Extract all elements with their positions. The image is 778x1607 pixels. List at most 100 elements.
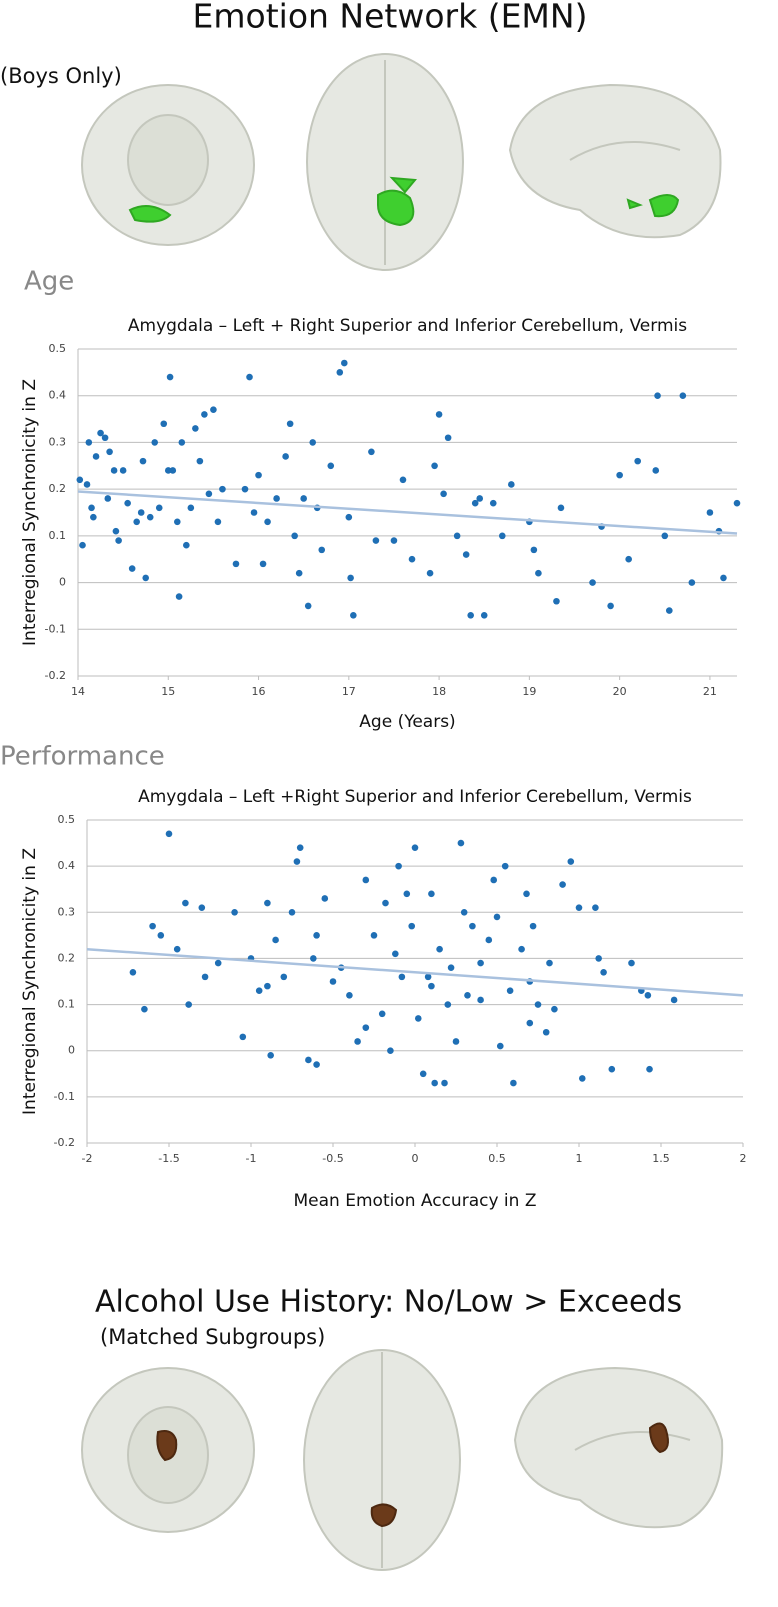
point (490, 876, 498, 884)
x-tick-label: -1.5 (158, 1152, 179, 1165)
point (115, 537, 122, 544)
point (187, 504, 195, 512)
section-label: Performance (0, 742, 165, 772)
point (661, 532, 669, 540)
x-tick-label: -2 (82, 1152, 93, 1165)
x-axis-label: Mean Emotion Accuracy in Z (294, 1191, 537, 1211)
point (403, 890, 411, 898)
point (321, 895, 329, 902)
point (90, 513, 97, 521)
x-tick-label: 0 (412, 1152, 419, 1165)
point (79, 541, 86, 549)
point (480, 611, 488, 619)
point (498, 532, 506, 540)
point (141, 1005, 148, 1013)
y-tick-label: -0.2 (54, 1136, 75, 1149)
point (670, 996, 678, 1004)
brain-top (303, 1349, 461, 1571)
brain-side (508, 83, 722, 239)
chart-title: Amygdala – Left +Right Superior and Infe… (138, 787, 692, 807)
point (436, 945, 443, 953)
point (589, 579, 596, 586)
point (390, 537, 398, 544)
point (428, 890, 435, 898)
point (151, 439, 159, 446)
point (110, 467, 118, 474)
y-tick-label: 0.3 (58, 905, 76, 918)
point (559, 881, 566, 888)
y-tick-label: 0 (68, 1044, 75, 1057)
point (654, 392, 661, 400)
point (196, 457, 204, 465)
point (493, 913, 501, 921)
point (652, 467, 660, 474)
point (644, 992, 652, 999)
trend-line (77, 490, 738, 535)
y-axis-label: Interregional Synchronicity in Z (20, 848, 40, 1115)
x-tick-label: 0.5 (488, 1152, 506, 1165)
point (291, 532, 298, 540)
point (424, 973, 432, 981)
point (106, 448, 113, 456)
x-tick-label: 1 (576, 1152, 583, 1165)
point (489, 499, 497, 507)
point (575, 904, 583, 911)
point (219, 485, 226, 493)
brain-side (513, 1366, 724, 1529)
point (595, 955, 602, 962)
point (467, 611, 474, 619)
point (526, 1019, 534, 1027)
x-tick-label: 17 (342, 685, 356, 698)
point (444, 434, 452, 442)
point (460, 908, 468, 916)
point (706, 509, 714, 516)
point (239, 1033, 247, 1041)
point (387, 1047, 394, 1055)
point (310, 955, 317, 962)
point (327, 462, 335, 470)
y-tick-label: 0.1 (58, 998, 76, 1011)
point (733, 499, 741, 507)
point (345, 513, 353, 521)
point (546, 959, 553, 967)
y-tick-label: 0.5 (49, 342, 67, 355)
point (557, 504, 565, 512)
point (477, 996, 484, 1004)
point (399, 476, 407, 484)
point (76, 476, 84, 484)
y-tick-label: 0.2 (49, 482, 67, 495)
point (441, 1079, 448, 1087)
point (329, 978, 337, 985)
point (264, 982, 271, 990)
point (112, 527, 120, 535)
point (469, 922, 476, 930)
point (510, 1079, 517, 1087)
point (679, 392, 687, 400)
point (250, 509, 258, 516)
y-tick-label: 0.1 (49, 529, 67, 542)
point (534, 1001, 542, 1008)
point (462, 551, 470, 558)
point (305, 1056, 312, 1064)
point (368, 448, 375, 456)
point (477, 959, 484, 967)
point (119, 467, 127, 474)
point (607, 602, 614, 610)
point (85, 439, 93, 446)
point (464, 992, 471, 999)
point (688, 579, 696, 586)
point (354, 1038, 361, 1045)
trend-line (86, 947, 744, 997)
y-tick-label: -0.1 (45, 622, 66, 635)
point (608, 1065, 616, 1073)
point (362, 1024, 370, 1031)
point (214, 959, 222, 967)
point (523, 890, 530, 898)
point (457, 839, 465, 847)
x-tick-label: -1 (246, 1152, 257, 1165)
point (370, 932, 378, 939)
point (231, 908, 238, 916)
point (129, 968, 137, 976)
point (313, 1061, 320, 1068)
x-tick-label: 18 (432, 685, 446, 698)
